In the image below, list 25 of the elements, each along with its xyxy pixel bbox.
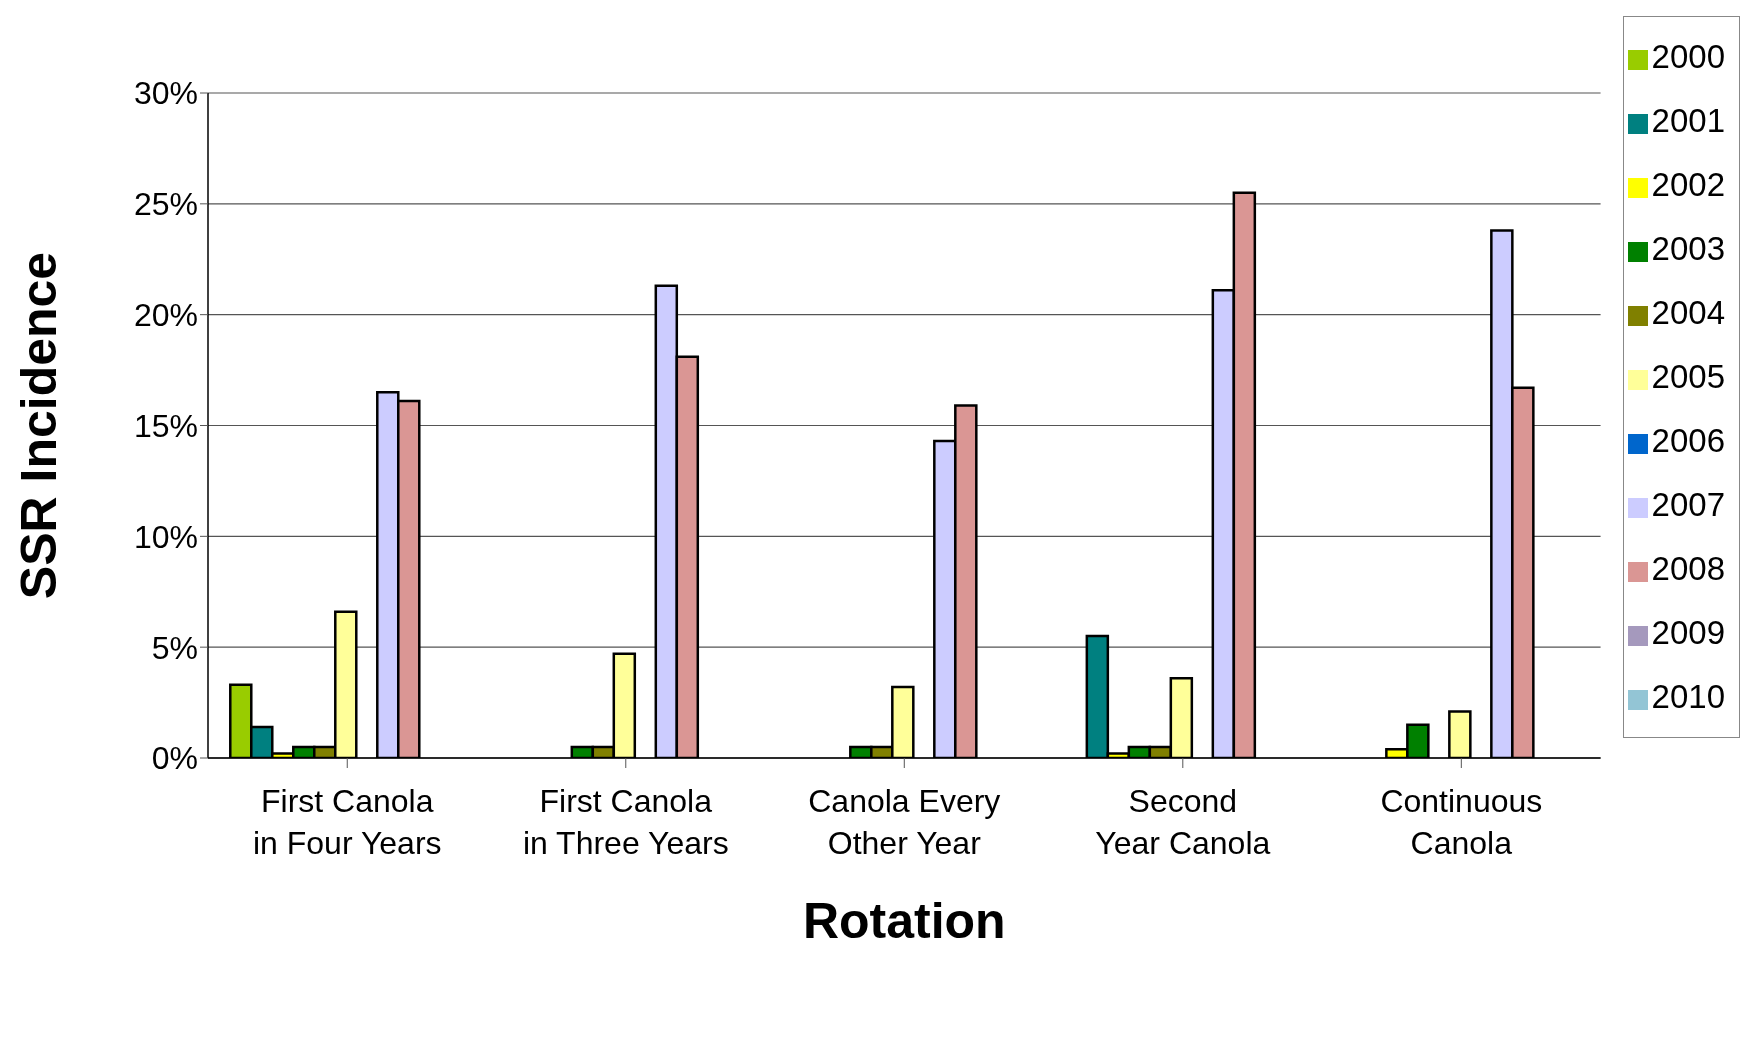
y-tick-label: 25% — [133, 186, 198, 223]
legend-label: 2005 — [1651, 358, 1725, 395]
legend-label: 2001 — [1651, 102, 1725, 139]
x-tick-label: First Canola in Three Years — [522, 783, 729, 861]
x-axis-title: Rotation — [802, 893, 1006, 949]
legend-label: 2000 — [1651, 38, 1725, 75]
y-tick-label: 0% — [151, 740, 198, 777]
legend-label: 2004 — [1651, 294, 1725, 331]
legend-label: 2010 — [1651, 678, 1725, 715]
y-tick-label: 20% — [133, 297, 198, 334]
legend-label: 2003 — [1651, 230, 1725, 267]
x-tick-label: Canola Every Other Year — [808, 783, 1001, 861]
y-tick-label: 30% — [133, 75, 198, 112]
y-axis-title: SSR Incidence — [10, 251, 67, 600]
legend-label: 2009 — [1651, 614, 1725, 651]
legend-label: 2002 — [1651, 166, 1725, 203]
legend-label: 2006 — [1651, 422, 1725, 459]
legend-label: 2008 — [1651, 550, 1725, 587]
y-tick-label: 15% — [133, 407, 198, 444]
x-tick-label: Continuous Canola — [1380, 783, 1543, 861]
x-tick-label: First Canola in Four Years — [252, 783, 442, 861]
y-tick-label: 10% — [133, 518, 198, 555]
legend-label: 2007 — [1651, 486, 1725, 523]
y-tick-label: 5% — [151, 629, 198, 666]
x-tick-label: Second Year Canola — [1095, 783, 1271, 861]
